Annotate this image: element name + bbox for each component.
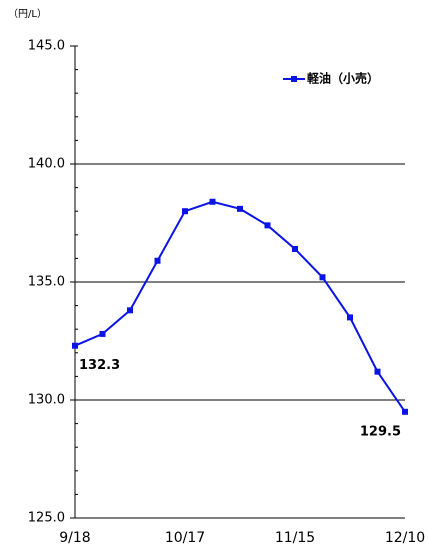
series-line [74, 200, 406, 413]
data-label: 129.5 [360, 424, 401, 439]
point-marker [182, 208, 188, 215]
point-marker [402, 408, 408, 415]
unit-label: （円/L） [8, 8, 47, 20]
point-marker [237, 205, 243, 212]
point-marker [374, 368, 381, 375]
y-tick-label: 135.0 [28, 275, 65, 290]
x-tick-label: 9/18 [59, 530, 90, 546]
point-marker [347, 314, 353, 321]
legend-label: 軽油（小売） [307, 71, 379, 86]
y-tick-label: 125.0 [28, 511, 65, 526]
legend-marker [291, 76, 297, 82]
point-marker [319, 274, 326, 281]
y-tick-label: 145.0 [28, 39, 65, 54]
x-tick-label: 12/10 [385, 530, 425, 546]
x-tick-label: 11/15 [275, 530, 315, 546]
y-tick-label: 140.0 [28, 157, 65, 172]
point-marker [264, 222, 271, 229]
point-marker [292, 245, 298, 252]
y-tick-label: 130.0 [28, 393, 65, 408]
data-label: 132.3 [79, 358, 120, 373]
point-marker [127, 307, 133, 314]
point-marker [72, 342, 78, 349]
point-marker [154, 257, 161, 264]
point-marker [209, 198, 216, 205]
x-tick-label: 10/17 [165, 530, 205, 546]
point-marker [99, 330, 106, 337]
